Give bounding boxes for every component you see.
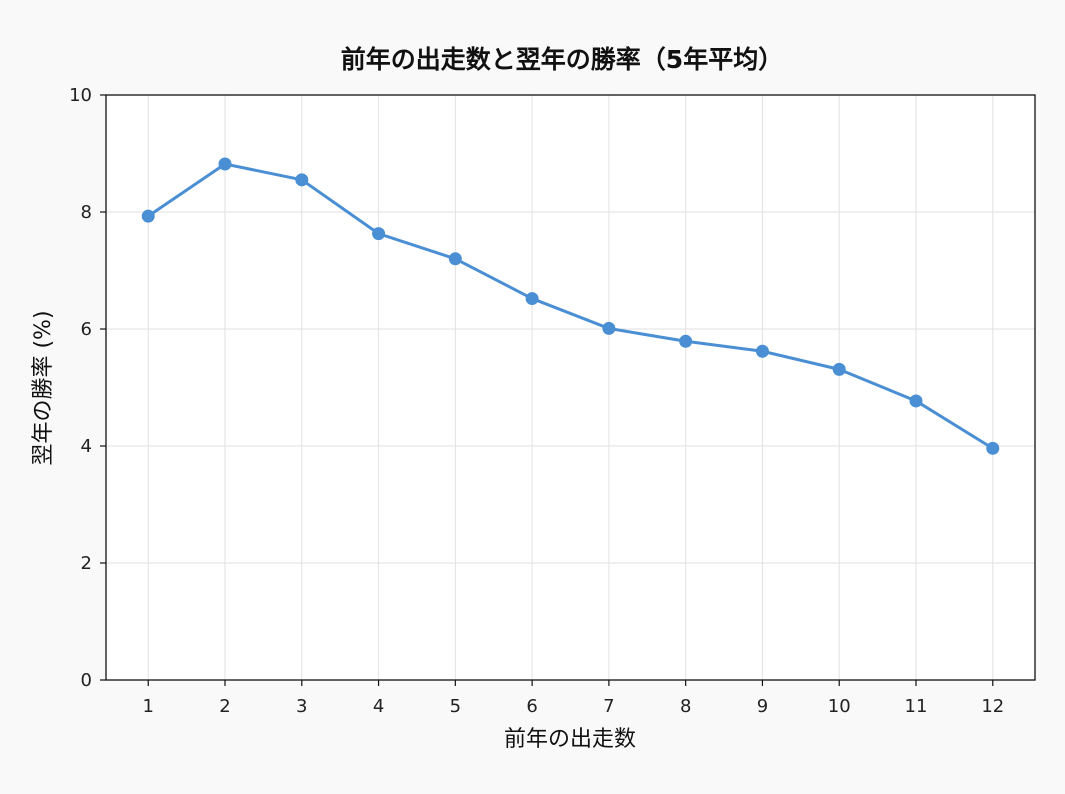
data-point [909,394,923,408]
x-tick-label: 9 [757,696,768,717]
x-axis-title: 前年の出走数 [504,727,636,752]
x-tick-label: 11 [905,696,928,717]
data-point [679,334,693,348]
x-tick-label: 5 [450,696,461,717]
data-point [755,344,769,358]
data-point [372,227,386,241]
y-tick-label: 6 [81,319,92,340]
x-tick-label: 8 [680,696,691,717]
x-tick-label: 12 [981,696,1004,717]
series-layer [141,157,1000,455]
y-tick-label: 4 [81,436,92,457]
data-point [602,321,616,335]
x-axis-ticks: 1 2 3 4 5 6 7 8 9 10 11 12 [143,680,1004,717]
y-axis-ticks: 0 2 4 6 8 10 [69,85,106,691]
data-point [141,209,155,223]
data-point [832,362,846,376]
x-tick-label: 6 [526,696,537,717]
x-tick-label: 7 [603,696,614,717]
y-tick-label: 10 [69,85,92,106]
x-tick-label: 2 [219,696,230,717]
x-tick-label: 4 [373,696,384,717]
plot-frame [105,94,1036,681]
y-tick-label: 8 [81,202,92,223]
chart-title: 前年の出走数と翌年の勝率（5年平均） [341,45,783,74]
y-axis-title: 翌年の勝率 (%) [31,310,56,465]
plot-area [106,95,1035,680]
data-point [218,157,232,171]
x-tick-label: 10 [828,696,851,717]
data-point [525,292,539,306]
gridlines [106,95,1035,680]
data-point [448,252,462,266]
x-tick-label: 1 [143,696,154,717]
x-tick-label: 3 [296,696,307,717]
data-point [295,173,309,187]
y-tick-label: 0 [81,670,92,691]
data-point [986,441,1000,455]
series-line [146,162,995,450]
y-tick-label: 2 [81,553,92,574]
